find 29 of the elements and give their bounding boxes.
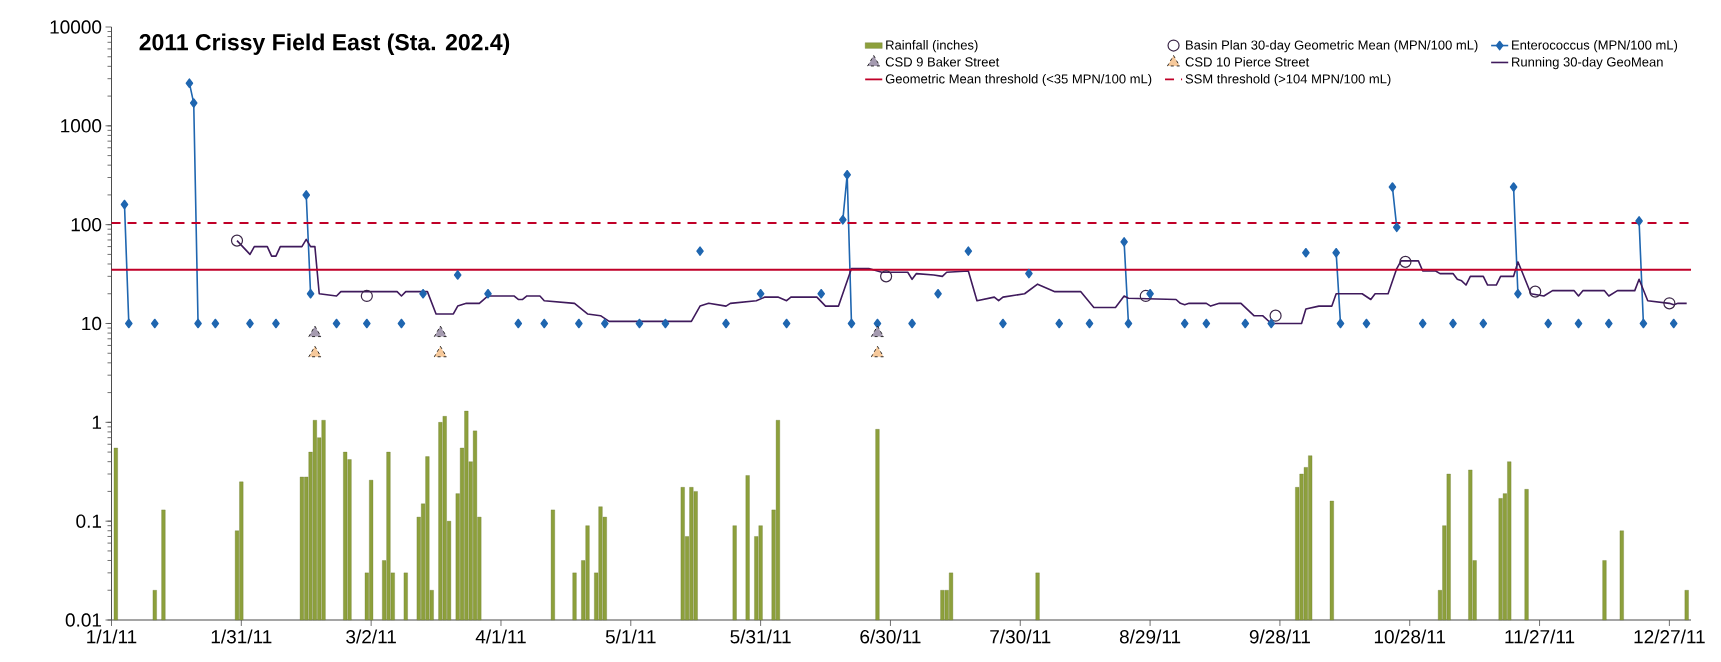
legend-label: SSM threshold (>104 MPN/100 mL) (1185, 73, 1391, 87)
y-tick-label: 100 (71, 217, 102, 232)
x-tick-label: 1/1/11 (87, 629, 137, 644)
legend-label: Rainfall (inches) (886, 40, 978, 53)
legend-label: CSD 9 Baker Street (885, 57, 1000, 67)
legend-label: Enterococcus (MPN/100 mL) (1512, 40, 1678, 53)
x-tick-label: 4/1/11 (475, 629, 526, 644)
x-tick-label: 7/30/11 (990, 629, 1051, 644)
y-tick-label: 1000 (61, 119, 102, 133)
y-tick-label: 10000 (50, 20, 102, 34)
x-tick-label: 3/2/11 (346, 629, 396, 644)
legend-label: Running 30-day GeoMean (1512, 57, 1663, 70)
y-tick-label: 0.1 (76, 514, 102, 528)
x-tick-label: 12/27/11 (1634, 629, 1705, 644)
x-tick-label: 10/28/11 (1374, 629, 1446, 644)
x-tick-label: 1/31/11 (211, 629, 272, 644)
y-tick-label: 0.01 (65, 613, 102, 627)
x-tick-label: 5/1/11 (605, 629, 656, 644)
chart-title: 2011 Crissy Field East (Sta. 202.4) (139, 33, 510, 55)
y-tick-label: 10 (82, 316, 102, 331)
y-tick-label: 1 (92, 415, 102, 429)
legend-label: CSD 10 Pierce Street (1185, 57, 1310, 67)
x-tick-label: 6/30/11 (860, 629, 921, 644)
x-tick-label: 8/29/11 (1119, 629, 1181, 644)
legend-label: Geometric Mean threshold (<35 MPN/100 mL) (885, 73, 1152, 87)
x-tick-label: 11/27/11 (1505, 629, 1575, 644)
x-tick-label: 5/31/11 (730, 629, 791, 644)
x-tick-label: 9/28/11 (1249, 629, 1310, 644)
legend-label: Basin Plan 30-day Geometric Mean (MPN/100 mL) (1186, 40, 1478, 53)
